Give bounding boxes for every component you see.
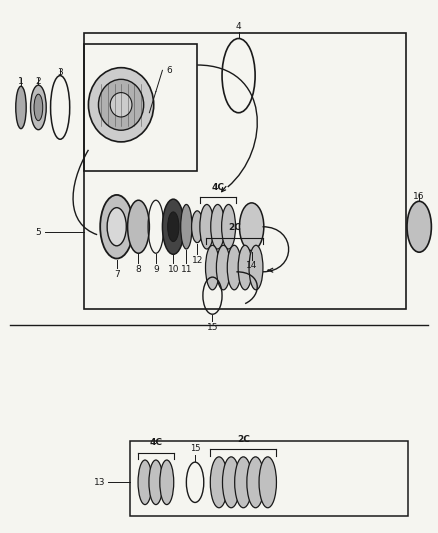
- Ellipse shape: [240, 203, 264, 251]
- Text: 3: 3: [57, 68, 63, 77]
- Text: 1: 1: [18, 77, 24, 86]
- Ellipse shape: [34, 94, 43, 120]
- Text: 4C: 4C: [149, 438, 162, 447]
- Ellipse shape: [223, 457, 240, 508]
- Ellipse shape: [407, 201, 431, 252]
- Ellipse shape: [191, 211, 203, 243]
- Text: 2: 2: [35, 77, 41, 86]
- Text: 10: 10: [168, 265, 179, 274]
- Text: 4C: 4C: [211, 182, 224, 191]
- Ellipse shape: [222, 205, 236, 249]
- Bar: [84, 44, 197, 171]
- Ellipse shape: [16, 86, 26, 128]
- Text: 4: 4: [236, 21, 241, 30]
- Ellipse shape: [200, 205, 214, 249]
- Ellipse shape: [210, 457, 228, 508]
- Ellipse shape: [110, 93, 132, 117]
- Ellipse shape: [88, 68, 154, 142]
- Text: 2C: 2C: [237, 435, 250, 444]
- Ellipse shape: [162, 199, 184, 254]
- Ellipse shape: [31, 85, 46, 130]
- Ellipse shape: [247, 457, 264, 508]
- Text: 6: 6: [167, 66, 173, 75]
- Ellipse shape: [127, 200, 149, 253]
- Ellipse shape: [227, 245, 241, 290]
- Text: 11: 11: [180, 265, 192, 274]
- Text: 15: 15: [190, 444, 200, 453]
- Text: 9: 9: [153, 265, 159, 274]
- Ellipse shape: [149, 460, 163, 505]
- Ellipse shape: [138, 460, 152, 505]
- Bar: [84, 33, 406, 309]
- Ellipse shape: [107, 208, 126, 246]
- Ellipse shape: [168, 212, 179, 241]
- Text: 12: 12: [191, 256, 203, 265]
- Ellipse shape: [181, 205, 192, 249]
- Ellipse shape: [235, 457, 252, 508]
- Text: 8: 8: [136, 265, 141, 274]
- Ellipse shape: [238, 245, 252, 290]
- Text: 2C: 2C: [228, 223, 240, 232]
- Text: 16: 16: [413, 192, 425, 201]
- Text: 13: 13: [94, 478, 106, 487]
- Ellipse shape: [249, 245, 263, 290]
- Ellipse shape: [216, 245, 230, 290]
- Text: 15: 15: [207, 323, 218, 332]
- Text: 5: 5: [35, 228, 41, 237]
- Ellipse shape: [259, 457, 276, 508]
- Text: 7: 7: [114, 270, 120, 279]
- Ellipse shape: [160, 460, 174, 505]
- Text: 14: 14: [246, 261, 258, 270]
- Bar: [130, 441, 408, 516]
- Ellipse shape: [211, 205, 225, 249]
- Ellipse shape: [99, 79, 144, 130]
- Ellipse shape: [205, 245, 219, 290]
- Ellipse shape: [100, 195, 133, 259]
